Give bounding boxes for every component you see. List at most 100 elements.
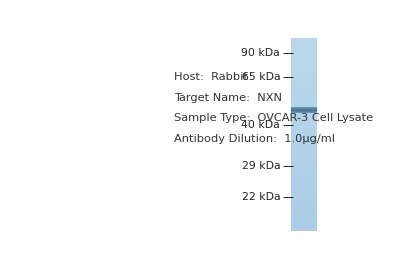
Bar [291, 94, 317, 96]
Text: Sample Type:  OVCAR-3 Cell Lysate: Sample Type: OVCAR-3 Cell Lysate [174, 113, 373, 123]
Bar [291, 81, 317, 83]
Bar [291, 144, 317, 146]
Bar [291, 195, 317, 197]
Text: Target Name:  NXN: Target Name: NXN [174, 93, 282, 103]
Bar [291, 79, 317, 81]
Bar [291, 226, 317, 227]
Bar [291, 146, 317, 148]
Bar [291, 205, 317, 206]
Text: 22 kDa: 22 kDa [242, 191, 280, 202]
Text: 29 kDa: 29 kDa [242, 161, 280, 171]
Bar [291, 189, 317, 191]
Bar [291, 121, 317, 123]
Bar [291, 57, 317, 60]
Bar [291, 224, 317, 226]
Bar [291, 63, 317, 65]
Bar [291, 162, 317, 164]
Bar [291, 102, 317, 104]
Bar [291, 106, 317, 108]
Bar [291, 40, 317, 42]
Bar [291, 42, 317, 44]
Bar [291, 181, 317, 183]
Bar [291, 48, 317, 50]
Bar [291, 91, 317, 92]
Bar [291, 75, 317, 77]
Bar [291, 183, 317, 185]
Bar [291, 52, 317, 54]
Bar [291, 172, 317, 174]
Bar [291, 88, 317, 91]
Bar [291, 131, 317, 133]
Bar [291, 113, 317, 116]
Bar [291, 168, 317, 170]
Bar [291, 73, 317, 75]
Bar [291, 119, 317, 121]
Bar [291, 127, 317, 129]
Bar [291, 152, 317, 154]
Bar [291, 201, 317, 202]
Bar [291, 104, 317, 106]
Bar [291, 117, 317, 119]
Bar [291, 160, 317, 162]
Bar [291, 77, 317, 79]
Bar [291, 143, 317, 144]
Bar [291, 110, 317, 112]
Bar [291, 56, 317, 57]
Bar [291, 83, 317, 85]
Bar [291, 148, 317, 150]
Bar [291, 85, 317, 87]
Bar [291, 38, 317, 40]
Bar [291, 98, 317, 100]
Bar [291, 71, 317, 73]
Bar [291, 54, 317, 56]
Bar [291, 69, 317, 71]
Bar [291, 187, 317, 189]
Bar [291, 100, 317, 102]
Bar [291, 220, 317, 222]
Bar [291, 156, 317, 158]
Bar [291, 129, 317, 131]
Bar [291, 222, 317, 224]
Bar [291, 202, 317, 205]
Text: Host:  Rabbit: Host: Rabbit [174, 72, 248, 82]
Text: Antibody Dilution:  1.0µg/ml: Antibody Dilution: 1.0µg/ml [174, 134, 335, 144]
Bar [291, 137, 317, 139]
Bar [291, 96, 317, 98]
Bar [291, 199, 317, 201]
Text: 90 kDa: 90 kDa [242, 48, 280, 58]
Bar [291, 208, 317, 210]
Bar [291, 158, 317, 160]
Text: 40 kDa: 40 kDa [242, 120, 280, 129]
Bar [291, 174, 317, 175]
Bar [291, 177, 317, 179]
Bar [291, 92, 317, 94]
Bar [291, 139, 317, 141]
Bar [291, 191, 317, 193]
Bar [291, 206, 317, 208]
Bar [291, 44, 317, 46]
Bar [291, 141, 317, 143]
Bar [291, 227, 317, 230]
Bar [291, 230, 317, 231]
Bar [291, 170, 317, 172]
Bar [291, 216, 317, 218]
Bar [291, 123, 317, 125]
Bar [291, 179, 317, 181]
Bar [291, 125, 317, 127]
Text: 65 kDa: 65 kDa [242, 72, 280, 82]
Bar [291, 87, 317, 88]
Bar [291, 175, 317, 177]
Bar [291, 108, 317, 110]
Bar [291, 135, 317, 137]
Bar [291, 154, 317, 156]
Bar [291, 61, 317, 63]
Bar [291, 193, 317, 195]
Bar [291, 116, 317, 117]
Bar [291, 197, 317, 199]
Bar [291, 166, 317, 168]
Bar [291, 50, 317, 52]
Bar [291, 46, 317, 48]
Bar [291, 212, 317, 214]
Bar [291, 65, 317, 67]
Bar [291, 60, 317, 61]
